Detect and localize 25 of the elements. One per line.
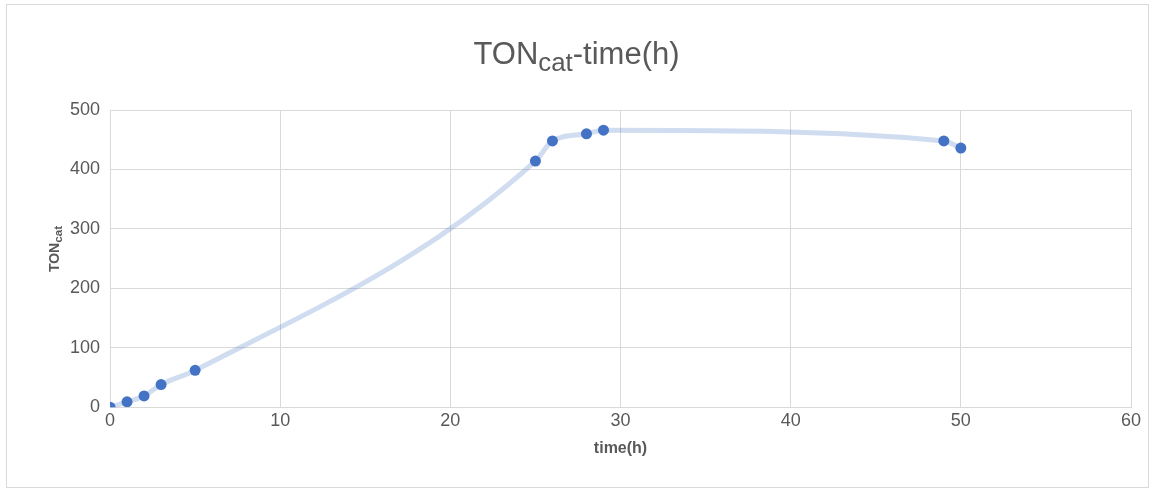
point [938,135,950,147]
x-tick-label: 50 [950,409,971,430]
y-tick-label: 100 [69,336,101,357]
y-tick-label: 400 [69,158,101,179]
y-tick-label: 300 [69,217,101,238]
point [138,390,150,402]
x-tick-label: 30 [610,409,631,430]
y-tick-label: 200 [69,277,101,298]
point [121,396,133,408]
point [189,364,201,376]
x-tick-label: 40 [780,409,801,430]
y-tick-label: 500 [69,98,101,119]
point [529,155,541,167]
chart-title: TON$_{cat}$-time(h) [472,36,681,78]
x-tick-label: 60 [1120,409,1142,430]
point [580,128,592,140]
point [155,379,167,391]
x-axis-title: time(h) [593,438,648,456]
x-tick-label: 10 [270,409,291,430]
point [546,135,558,147]
x-tick-label: 20 [440,409,461,430]
point [955,142,967,154]
y-tick-label: 0 [90,396,101,417]
point [598,124,609,136]
x-tick-label: 0 [105,409,116,430]
